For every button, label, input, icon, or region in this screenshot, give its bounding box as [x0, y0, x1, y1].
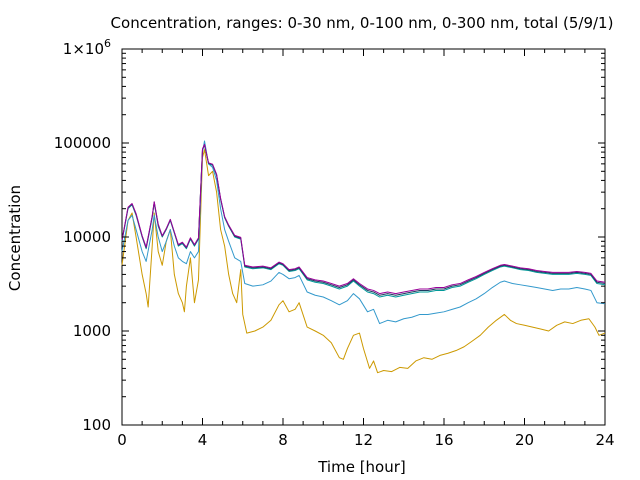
chart-title: Concentration, ranges: 0-30 nm, 0-100 nm… [111, 14, 614, 32]
x-tick-label: 8 [278, 431, 288, 449]
y-axis: 100 1000 10000 100000 1×106 [54, 37, 605, 434]
series-line-2 [121, 140, 606, 325]
x-tick-label: 0 [117, 431, 127, 449]
series-group [121, 140, 606, 374]
y-tick-label: 100000 [54, 134, 111, 152]
y-tick-label: 10000 [63, 228, 111, 246]
x-axis-label: Time [hour] [317, 458, 406, 476]
series-line-3 [121, 144, 606, 298]
x-tick-label: 20 [515, 431, 534, 449]
y-tick-label: 1×106 [63, 37, 111, 58]
y-tick-label: 1000 [73, 322, 111, 340]
x-tick-label: 4 [198, 431, 208, 449]
x-tick-label: 16 [434, 431, 453, 449]
x-tick-label: 24 [595, 431, 614, 449]
y-tick-label: 100 [82, 416, 111, 434]
y-axis-label: Concentration [6, 185, 24, 291]
plot-frame [121, 48, 606, 426]
series-line-4 [121, 144, 606, 296]
x-axis: 0 4 8 12 16 20 24 [117, 49, 615, 449]
series-line-5 [121, 143, 606, 295]
series-line-1 [121, 149, 606, 374]
plot-border [121, 48, 606, 426]
x-tick-label: 12 [354, 431, 373, 449]
